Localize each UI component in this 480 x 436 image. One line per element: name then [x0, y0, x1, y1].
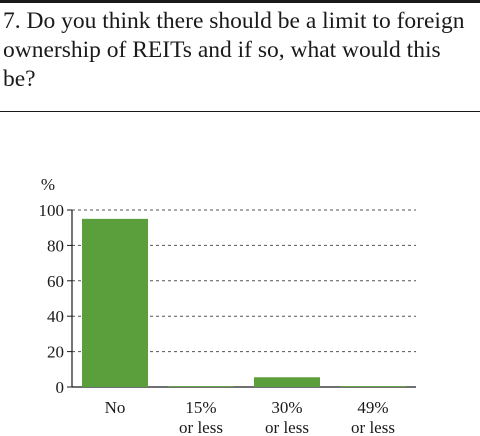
x-tick-label: 30%: [271, 398, 302, 417]
bar: [340, 386, 406, 387]
x-tick-label: 15%: [185, 398, 216, 417]
x-tick-label: or less: [265, 418, 309, 436]
y-tick-label: 0: [56, 378, 65, 397]
bar: [168, 386, 234, 387]
y-axis-label: %: [41, 175, 55, 194]
x-tick-label: or less: [351, 418, 395, 436]
bar: [254, 377, 320, 387]
question-title: 7. Do you think there should be a limit …: [3, 8, 465, 92]
y-tick-label: 60: [47, 272, 64, 291]
title-divider: [0, 111, 480, 112]
top-rule: [0, 0, 480, 3]
x-tick-label: 49%: [357, 398, 388, 417]
y-tick-label: 40: [47, 307, 64, 326]
y-tick-label: 100: [39, 201, 65, 220]
y-tick-label: 20: [47, 343, 64, 362]
x-tick-label: or less: [179, 418, 223, 436]
x-tick-label: No: [105, 398, 126, 417]
bar: [82, 218, 148, 387]
y-tick-label: 80: [47, 236, 64, 255]
